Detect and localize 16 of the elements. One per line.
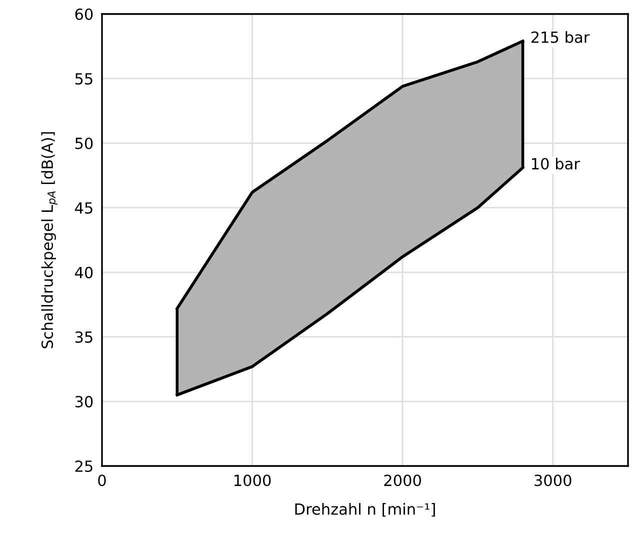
series-label: 215 bar: [531, 31, 590, 43]
y-tick-label: 40: [74, 266, 93, 278]
y-tick-label: 25: [75, 460, 92, 472]
y-tick-label: 45: [74, 202, 92, 214]
y-tick-label: 35: [75, 331, 92, 343]
series-label: 10 bar: [532, 158, 580, 170]
y-tick-label: 55: [75, 73, 92, 85]
x-tick-label: 0: [98, 474, 106, 486]
y-tick-label: 60: [75, 8, 93, 20]
x-tick-label: 2000: [384, 474, 421, 486]
y-tick-label: 30: [75, 396, 93, 408]
x-tick-label: 1000: [234, 474, 271, 486]
x-axis-title: Drehzahl n [min⁻¹]: [295, 503, 435, 517]
y-axis-title: Schalldruckpegel L$_{pA}$ [dB(A)]: [41, 132, 58, 348]
x-tick-label: 3000: [534, 474, 572, 486]
y-tick-label: 50: [75, 138, 93, 150]
